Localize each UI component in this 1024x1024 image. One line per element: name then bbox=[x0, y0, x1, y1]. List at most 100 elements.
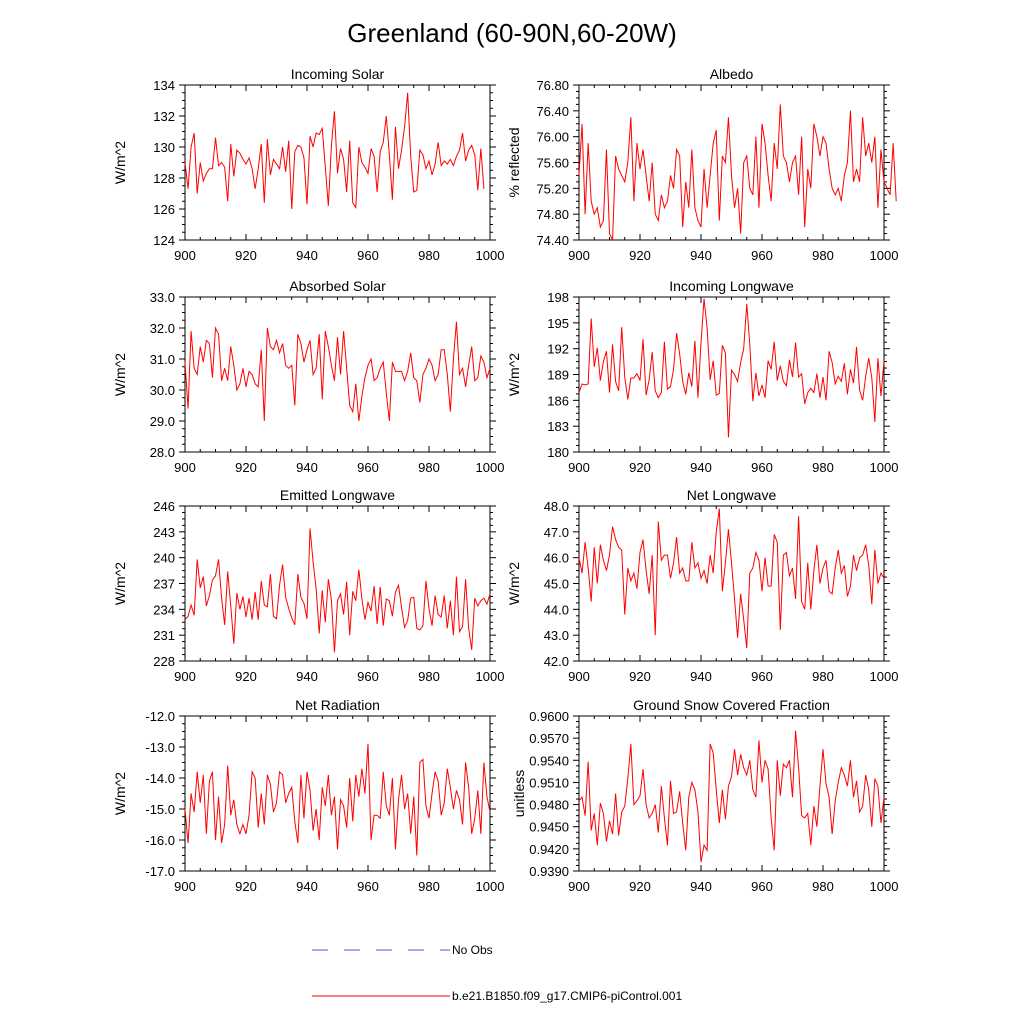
figure-title: Greenland (60-90N,60-20W) bbox=[347, 18, 677, 48]
y-tick-label: 124 bbox=[153, 233, 175, 248]
y-tick-label: 75.20 bbox=[536, 181, 569, 196]
x-tick-label: 1000 bbox=[476, 248, 505, 263]
plot-frame bbox=[184, 296, 491, 453]
x-tick-label: 1000 bbox=[476, 669, 505, 684]
series-line-emitted-longwave bbox=[184, 528, 491, 653]
y-axis-label: W/m^2 bbox=[112, 141, 128, 184]
legend: No Obs b.e21.B1850.f09_g17.CMIP6-piContr… bbox=[312, 943, 682, 1003]
y-tick-label: 0.9600 bbox=[529, 709, 569, 724]
y-axis-label: W/m^2 bbox=[112, 772, 128, 815]
x-tick-label: 1000 bbox=[476, 460, 505, 475]
series-line-net-radiation bbox=[184, 743, 491, 856]
panel-emitted-longwave: Emitted Longwave 900 920 940 960 980 1000 228 23… bbox=[112, 487, 504, 684]
x-tick-label: 960 bbox=[751, 460, 773, 475]
y-tick-label: 134 bbox=[153, 78, 175, 93]
y-tick-label: 46.0 bbox=[544, 551, 569, 566]
x-tick-label: 900 bbox=[568, 248, 590, 263]
plot-frame bbox=[578, 84, 885, 241]
x-tick-label: 980 bbox=[418, 460, 440, 475]
x-tick-label: 920 bbox=[235, 669, 257, 684]
y-tick-label: 0.9420 bbox=[529, 842, 569, 857]
panel-title: Incoming Longwave bbox=[669, 278, 794, 294]
series-line-incoming-longwave bbox=[578, 298, 885, 438]
panel-title: Net Radiation bbox=[295, 697, 380, 713]
x-tick-label: 960 bbox=[357, 248, 379, 263]
y-tick-label: 126 bbox=[153, 202, 175, 217]
series-line-absorbed-solar bbox=[184, 321, 491, 422]
panel-title: Absorbed Solar bbox=[289, 278, 386, 294]
panel-incoming-solar: Incoming Solar 900 920 940 960 980 1000 124 126 1… bbox=[112, 66, 504, 263]
y-tick-label: 231 bbox=[153, 628, 175, 643]
y-tick-label: 0.9510 bbox=[529, 775, 569, 790]
y-tick-label: 32.0 bbox=[150, 321, 175, 336]
y-tick-label: 228 bbox=[153, 654, 175, 669]
y-tick-label: -14.0 bbox=[145, 771, 175, 786]
y-tick-label: -15.0 bbox=[145, 802, 175, 817]
x-tick-label: 1000 bbox=[870, 879, 899, 894]
y-tick-label: 30.0 bbox=[150, 383, 175, 398]
y-tick-label: 132 bbox=[153, 109, 175, 124]
x-tick-label: 960 bbox=[357, 460, 379, 475]
x-tick-label: 940 bbox=[296, 460, 318, 475]
y-tick-label: 74.80 bbox=[536, 207, 569, 222]
x-tick-label: 920 bbox=[629, 669, 651, 684]
x-tick-label: 920 bbox=[629, 248, 651, 263]
x-tick-label: 920 bbox=[235, 460, 257, 475]
y-tick-label: 33.0 bbox=[150, 290, 175, 305]
x-tick-label: 1000 bbox=[870, 248, 899, 263]
y-tick-label: 44.0 bbox=[544, 602, 569, 617]
x-tick-label: 920 bbox=[235, 879, 257, 894]
x-tick-label: 980 bbox=[418, 879, 440, 894]
x-tick-label: 940 bbox=[690, 460, 712, 475]
y-tick-label: 47.0 bbox=[544, 525, 569, 540]
y-tick-label: 76.40 bbox=[536, 104, 569, 119]
y-tick-label: 234 bbox=[153, 602, 175, 617]
y-axis-label: W/m^2 bbox=[112, 353, 128, 396]
series-line-albedo bbox=[578, 104, 897, 241]
y-tick-label: 192 bbox=[547, 342, 569, 357]
x-tick-label: 900 bbox=[174, 669, 196, 684]
y-tick-label: 42.0 bbox=[544, 654, 569, 669]
panel-title: Emitted Longwave bbox=[280, 487, 395, 503]
x-tick-label: 980 bbox=[418, 248, 440, 263]
y-tick-label: 237 bbox=[153, 577, 175, 592]
y-axis-label: W/m^2 bbox=[112, 562, 128, 605]
y-tick-label: 31.0 bbox=[150, 352, 175, 367]
series-line-ground-snow-covered-fraction bbox=[578, 730, 885, 863]
panel-title: Net Longwave bbox=[687, 487, 777, 503]
panel-albedo: Albedo 900 920 940 960 980 1000 74.40 74.80 75.20… bbox=[506, 66, 898, 263]
y-tick-label: 76.00 bbox=[536, 130, 569, 145]
y-axis-label: % reflected bbox=[506, 127, 522, 197]
legend-label-obs: No Obs bbox=[452, 943, 493, 957]
x-tick-label: 980 bbox=[812, 248, 834, 263]
y-tick-label: 0.9450 bbox=[529, 820, 569, 835]
y-tick-label: 74.40 bbox=[536, 233, 569, 248]
panel-net-longwave: Net Longwave 900 920 940 960 980 1000 42.0 43.0 4… bbox=[506, 487, 898, 684]
panel-absorbed-solar: Absorbed Solar 900 920 940 960 980 1000 28.0 29.… bbox=[112, 278, 504, 475]
x-tick-label: 960 bbox=[751, 879, 773, 894]
legend-label-model: b.e21.B1850.f09_g17.CMIP6-piControl.001 bbox=[452, 989, 682, 1003]
y-tick-label: 0.9570 bbox=[529, 731, 569, 746]
x-tick-label: 980 bbox=[812, 669, 834, 684]
y-tick-label: 189 bbox=[547, 368, 569, 383]
x-tick-label: 920 bbox=[629, 879, 651, 894]
y-tick-label: -13.0 bbox=[145, 740, 175, 755]
y-tick-label: 29.0 bbox=[150, 414, 175, 429]
x-tick-label: 920 bbox=[235, 248, 257, 263]
y-tick-label: 43.0 bbox=[544, 628, 569, 643]
x-tick-label: 1000 bbox=[870, 460, 899, 475]
x-tick-label: 940 bbox=[690, 879, 712, 894]
series-line-incoming-solar bbox=[184, 92, 485, 210]
x-tick-label: 940 bbox=[296, 879, 318, 894]
y-tick-label: -17.0 bbox=[145, 864, 175, 879]
x-tick-label: 940 bbox=[296, 669, 318, 684]
x-tick-label: 900 bbox=[568, 879, 590, 894]
x-tick-label: 900 bbox=[568, 460, 590, 475]
panel-incoming-longwave: Incoming Longwave 900 920 940 960 980 1000 180 1… bbox=[506, 278, 898, 475]
x-tick-label: 960 bbox=[751, 669, 773, 684]
y-tick-label: 186 bbox=[547, 393, 569, 408]
x-tick-label: 920 bbox=[629, 460, 651, 475]
x-tick-label: 980 bbox=[812, 879, 834, 894]
panel-title: Albedo bbox=[710, 66, 754, 82]
